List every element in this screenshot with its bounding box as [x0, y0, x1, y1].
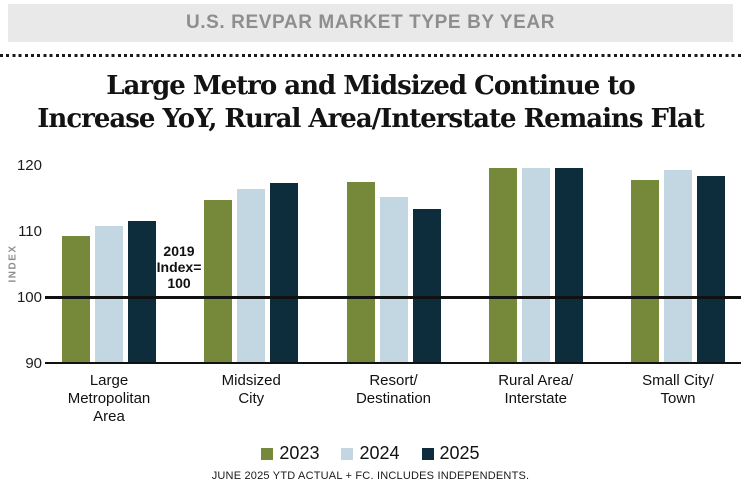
reference-line-100: [45, 295, 741, 299]
legend: 2023 2024 2025: [0, 443, 741, 464]
y-tick-label: 120: [16, 157, 42, 174]
bar-2024-group5: [664, 170, 692, 363]
header-title: U.S. REVPAR MARKET TYPE BY YEAR: [185, 12, 556, 33]
bar-2024-group1: [95, 225, 123, 363]
bar-2023-group2: [204, 199, 233, 363]
legend-swatch-2023: [261, 447, 274, 460]
y-axis-title: INDEX: [7, 244, 19, 283]
legend-label: 2023: [279, 443, 320, 463]
bar-2023-group4: [488, 167, 517, 363]
x-axis-label: Rural Area/ Interstate: [498, 372, 574, 407]
legend-item-2023: 2023: [261, 443, 319, 464]
bar-2025-group5: [697, 175, 725, 363]
header-bar: U.S. REVPAR MARKET TYPE BY YEAR: [8, 4, 733, 42]
x-axis-label: Resort/ Destination: [355, 372, 432, 407]
bar-2023-group3: [346, 182, 375, 363]
x-axis-line: [45, 362, 741, 364]
bar-2023-group5: [631, 179, 659, 363]
legend-label: 2025: [439, 443, 480, 463]
bar-2025-group2: [270, 183, 299, 363]
legend-label: 2024: [359, 443, 400, 463]
legend-item-2024: 2024: [341, 443, 400, 464]
bar-2025-group1: [128, 221, 156, 363]
legend-swatch-2025: [421, 447, 434, 460]
dotted-divider: [0, 54, 741, 57]
bar-2025-group3: [412, 209, 441, 363]
bar-2024-group2: [237, 188, 266, 363]
y-tick-label: 100: [16, 289, 42, 306]
chart-title: Large Metro and Midsized Continue to Inc…: [37, 71, 705, 134]
legend-swatch-2024: [341, 447, 354, 460]
bar-2023-group1: [62, 236, 90, 363]
bar-2024-group4: [521, 167, 550, 363]
x-axis-label: Large Metropolitan Area: [67, 372, 151, 425]
y-tick-label: 110: [18, 223, 42, 240]
bar-2024-group3: [379, 196, 408, 363]
legend-item-2025: 2025: [421, 443, 480, 464]
x-axis-label: Small City/ Town: [642, 372, 714, 407]
bar-2025-group4: [554, 167, 583, 363]
x-axis-label: Midsized City: [221, 372, 281, 407]
y-tick-label: 90: [25, 355, 42, 372]
reference-annotation: 2019 Index= 100: [156, 243, 202, 291]
footer-note: JUNE 2025 YTD ACTUAL + FC. INCLUDES INDE…: [211, 470, 530, 482]
